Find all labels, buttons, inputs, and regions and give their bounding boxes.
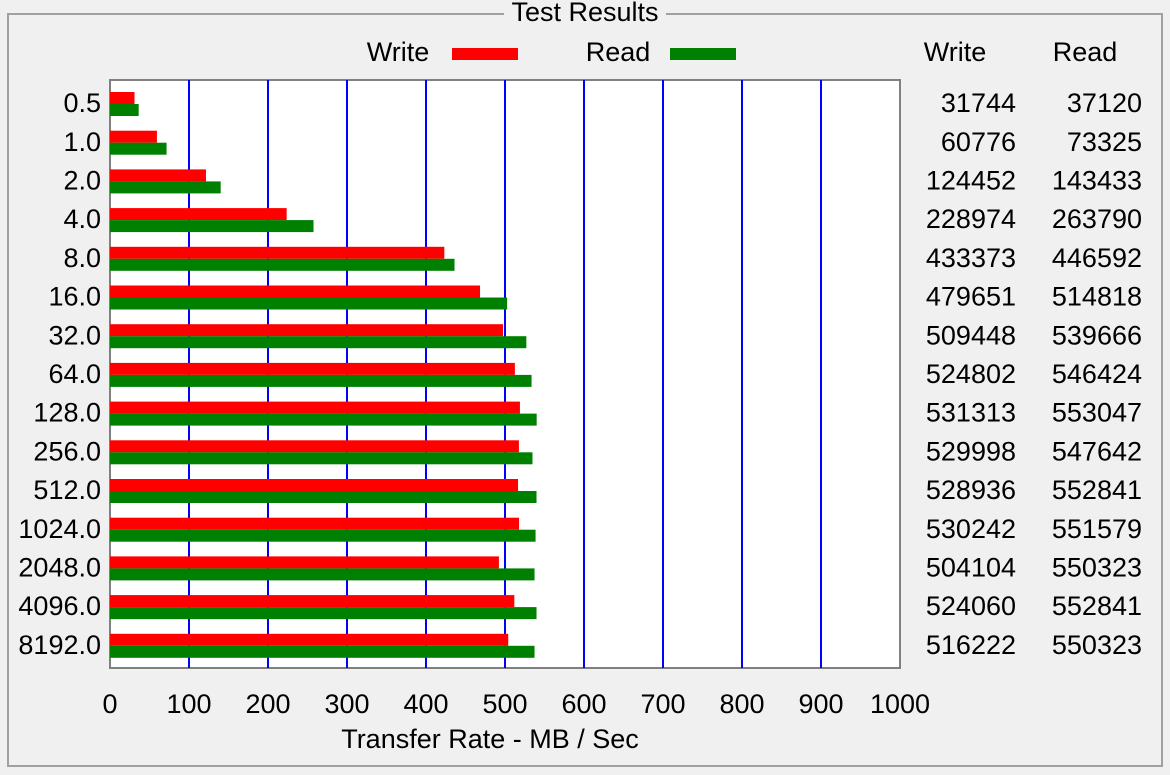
table-cell: 550323 <box>1052 630 1142 660</box>
table-cell: 553047 <box>1052 398 1142 428</box>
table-cell: 516222 <box>926 630 1016 660</box>
table-cell: 552841 <box>1052 475 1142 505</box>
table-cell: 433373 <box>926 243 1016 273</box>
bar <box>110 324 504 337</box>
bar <box>110 208 287 221</box>
x-tick-label: 0 <box>102 689 117 719</box>
bar <box>110 336 527 349</box>
table-cell: 547642 <box>1052 436 1142 466</box>
bar <box>110 130 157 143</box>
x-tick-label: 200 <box>245 689 290 719</box>
x-tick-label: 600 <box>561 689 606 719</box>
bar <box>110 92 135 104</box>
bar <box>110 517 520 530</box>
x-tick-label: 1000 <box>870 689 930 719</box>
x-axis-title: Transfer Rate - MB / Sec <box>341 724 639 754</box>
table-cell: 514818 <box>1052 282 1142 312</box>
y-tick-label: 16.0 <box>48 282 101 312</box>
bar <box>110 297 508 310</box>
bar <box>110 181 221 194</box>
bar <box>110 479 519 491</box>
table-cell: 552841 <box>1052 591 1142 621</box>
bar <box>110 142 167 155</box>
x-tick-label: 800 <box>719 689 764 719</box>
bar <box>110 607 537 620</box>
table-cell: 528936 <box>926 475 1016 505</box>
y-tick-label: 1024.0 <box>18 514 101 544</box>
table-cell: 504104 <box>926 553 1016 583</box>
x-tick-label: 400 <box>403 689 448 719</box>
y-tick-label: 1.0 <box>63 127 101 157</box>
table-cell: 509448 <box>926 320 1016 350</box>
bar <box>110 169 206 182</box>
table-cell: 124452 <box>926 166 1016 196</box>
table-cell: 531313 <box>926 398 1016 428</box>
table-cell: 143433 <box>1052 166 1142 196</box>
bar <box>110 595 515 608</box>
bar <box>110 440 519 453</box>
bar <box>110 491 537 503</box>
table-cell: 31744 <box>941 88 1016 118</box>
bar <box>110 529 536 542</box>
y-tick-label: 256.0 <box>33 436 101 466</box>
table-cell: 263790 <box>1052 204 1142 234</box>
table-header: Write <box>924 37 987 67</box>
x-tick-label: 500 <box>482 689 527 719</box>
table-cell: 60776 <box>941 127 1016 157</box>
y-tick-label: 2.0 <box>63 166 101 196</box>
legend-swatch <box>670 48 736 60</box>
chart-title: Test Results <box>511 0 658 27</box>
legend-label: Write <box>367 37 430 67</box>
y-tick-label: 32.0 <box>48 320 101 350</box>
y-tick-label: 128.0 <box>33 398 101 428</box>
table-cell: 529998 <box>926 436 1016 466</box>
bar <box>110 246 445 259</box>
bar <box>110 568 535 581</box>
bar <box>110 374 532 387</box>
table-cell: 228974 <box>926 204 1016 234</box>
x-tick-label: 100 <box>166 689 211 719</box>
table-cell: 551579 <box>1052 514 1142 544</box>
table-cell: 524060 <box>926 591 1016 621</box>
bar <box>110 258 455 271</box>
y-tick-label: 8192.0 <box>18 630 101 660</box>
y-tick-label: 512.0 <box>33 475 101 505</box>
legend-swatch <box>452 48 518 60</box>
table-cell: 530242 <box>926 514 1016 544</box>
table-cell: 479651 <box>926 282 1016 312</box>
y-tick-label: 0.5 <box>63 88 101 118</box>
x-tick-label: 900 <box>798 689 843 719</box>
table-cell: 37120 <box>1067 88 1142 118</box>
bar <box>110 452 533 465</box>
bar <box>110 556 499 569</box>
bar <box>110 413 537 426</box>
legend-label: Read <box>586 37 651 67</box>
x-tick-label: 300 <box>324 689 369 719</box>
y-tick-label: 8.0 <box>63 243 101 273</box>
bar <box>110 633 509 646</box>
table-cell: 446592 <box>1052 243 1142 273</box>
table-cell: 73325 <box>1067 127 1142 157</box>
y-tick-label: 4096.0 <box>18 591 101 621</box>
table-cell: 539666 <box>1052 320 1142 350</box>
y-tick-label: 2048.0 <box>18 553 101 583</box>
table-cell: 524802 <box>926 359 1016 389</box>
bar <box>110 401 520 414</box>
table-cell: 546424 <box>1052 359 1142 389</box>
table-header: Read <box>1053 37 1118 67</box>
bar <box>110 362 515 375</box>
bar <box>110 285 481 298</box>
bar <box>110 104 139 116</box>
bar <box>110 220 314 233</box>
x-tick-label: 700 <box>640 689 685 719</box>
bar <box>110 645 535 658</box>
y-tick-label: 64.0 <box>48 359 101 389</box>
y-tick-label: 4.0 <box>63 204 101 234</box>
table-cell: 550323 <box>1052 553 1142 583</box>
title-bg <box>504 0 666 28</box>
